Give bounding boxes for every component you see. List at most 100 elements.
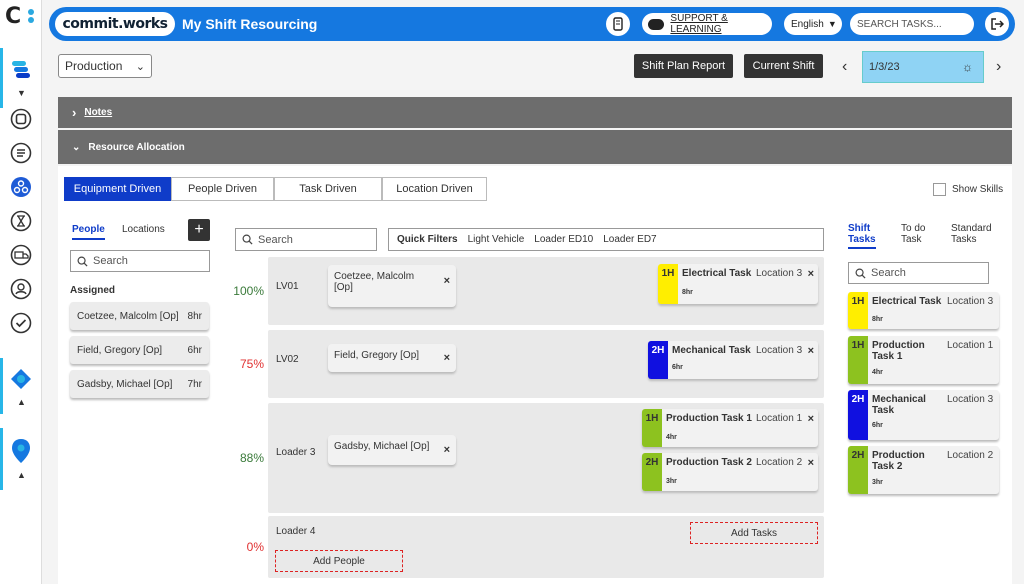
mobile-icon[interactable] [606,12,630,36]
task-card[interactable]: 2H Mechanical Task 6hr Location 3 × [648,341,818,379]
expand-caret-icon[interactable]: ▲ [17,470,26,480]
task-card[interactable]: 2H Mechanical Task 6hr Location 3 [848,390,999,440]
equipment-name: Loader 3 [276,447,316,458]
person-hours: 8hr [187,310,202,322]
search-tasks-input[interactable]: SEARCH TASKS... [850,13,974,35]
filter-loader-ed7[interactable]: Loader ED7 [603,234,657,245]
tab-location-driven[interactable]: Location Driven [382,177,487,201]
person-card[interactable]: Coetzee, Malcolm [Op] 8hr [70,302,209,330]
sun-icon[interactable]: ☼ [962,60,973,74]
add-tasks-dropzone[interactable]: Add Tasks [690,522,818,544]
allocation-panel: Equipment Driven People Driven Task Driv… [58,166,1012,584]
filter-loader-ed10[interactable]: Loader ED10 [534,234,594,245]
task-card[interactable]: 2H Production Task 2 3hr Location 2 × [642,453,818,491]
logout-icon[interactable] [985,12,1009,36]
square-icon[interactable] [8,106,34,132]
tab-todo-task[interactable]: To do Task [901,223,925,245]
expand-caret-icon[interactable]: ▲ [17,397,26,407]
assigned-person-card[interactable]: Gadsby, Michael [Op] × [328,435,456,465]
chevron-down-icon: ▼ [827,19,837,29]
chevron-right-icon: › [72,105,77,120]
chevron-left-icon[interactable]: ‹ [842,58,848,75]
task-location: Location 2 [947,450,994,461]
resource-allocation-section-header[interactable]: ⌄ Resource Allocation [58,130,1012,164]
date-picker[interactable]: 1/3/23 ☼ [862,51,984,83]
tab-standard-tasks[interactable]: Standard Tasks [951,223,992,245]
equipment-search-input[interactable]: Search [235,228,377,251]
close-icon[interactable]: × [807,268,814,280]
tab-todo-line1: To do [901,223,926,234]
equipment-row: Loader 4 Add Tasks Add People [268,516,824,578]
task-code: 1H [848,336,868,384]
close-icon[interactable]: × [443,444,450,456]
app-logo: C [5,4,22,29]
add-people-dropzone[interactable]: Add People [275,550,403,572]
notes-label: Notes [84,107,113,118]
close-icon[interactable]: × [807,457,814,469]
task-card[interactable]: 1H Production Task 1 4hr Location 1 × [642,409,818,447]
task-code: 1H [848,292,868,329]
notes-section-header[interactable]: › Notes [58,97,1012,128]
top-header: commit.works My Shift Resourcing SUPPORT… [49,7,1015,41]
language-value: English [791,18,824,30]
rail-selection-bar [0,428,3,490]
language-select[interactable]: English ▼ [784,13,842,35]
task-search-input[interactable]: Search [848,262,989,284]
collapse-caret-icon[interactable]: ▼ [17,88,26,98]
shift-plan-report-button[interactable]: Shift Plan Report [634,54,733,78]
close-icon[interactable]: × [443,275,450,287]
add-icon[interactable]: + [188,219,210,241]
equipment-name: LV02 [276,354,299,365]
rail-selection-bar [0,358,3,414]
tab-locations[interactable]: Locations [122,224,165,235]
chevron-right-icon[interactable]: › [996,58,1002,75]
people-search-input[interactable]: Search [70,250,210,272]
chevron-down-icon: ⌄ [135,60,145,73]
equipment-row: Loader 3 Gadsby, Michael [Op] × 1H Produ… [268,403,824,513]
person-card[interactable]: Field, Gregory [Op] 6hr [70,336,209,364]
assigned-person-card[interactable]: Field, Gregory [Op] × [328,344,456,372]
task-name: Mechanical Task [872,394,926,416]
truck-icon[interactable] [8,242,34,268]
task-hours: 8hr [872,316,883,323]
utilisation-percent: 75% [239,357,264,371]
task-card[interactable]: 1H Production Task 1 4hr Location 1 [848,336,999,384]
close-icon[interactable]: × [807,345,814,357]
current-shift-button[interactable]: Current Shift [744,54,823,78]
brand-logo[interactable]: commit.works [55,12,175,36]
close-icon[interactable]: × [443,352,450,364]
tab-shift-tasks[interactable]: Shift Tasks [848,223,876,249]
tab-task-driven[interactable]: Task Driven [274,177,382,201]
department-select[interactable]: Production ⌄ [58,54,152,78]
timer-icon[interactable] [8,208,34,234]
task-card[interactable]: 1H Electrical Task 8hr Location 3 [848,292,999,329]
support-learning-button[interactable]: SUPPORT & LEARNING [642,13,772,35]
tab-equipment-driven[interactable]: Equipment Driven [64,177,171,201]
assigned-person-card[interactable]: Coetzee, Malcolm [Op] × [328,265,456,307]
task-code: 1H [658,264,678,304]
search-placeholder: Search [258,233,293,246]
task-card[interactable]: 2H Production Task 2 3hr Location 2 [848,446,999,494]
task-location: Location 1 [756,413,803,424]
date-value: 1/3/23 [869,61,900,73]
stack-icon[interactable] [8,56,34,82]
task-card[interactable]: 1H Electrical Task 8hr Location 3 × [658,264,818,304]
person-name: Coetzee, Malcolm [Op] [77,310,179,322]
tab-people-driven[interactable]: People Driven [171,177,274,201]
filter-light-vehicle[interactable]: Light Vehicle [467,234,525,245]
user-icon[interactable] [8,276,34,302]
support-link[interactable]: SUPPORT & LEARNING [670,13,728,35]
quick-filters-bar: Quick Filters Light Vehicle Loader ED10 … [388,228,824,251]
show-skills-checkbox[interactable] [933,183,946,196]
checklist-icon[interactable] [8,140,34,166]
person-card[interactable]: Gadsby, Michael [Op] 7hr [70,370,209,398]
task-hours: 6hr [672,364,683,371]
resources-icon[interactable] [8,174,34,200]
close-icon[interactable]: × [807,413,814,425]
tab-todo-line2: Task [901,234,922,245]
tab-people[interactable]: People [72,224,105,240]
diamond-logo-icon[interactable] [8,366,34,392]
check-circle-icon[interactable] [8,310,34,336]
map-pin-icon[interactable] [8,436,34,466]
search-icon [242,234,253,245]
